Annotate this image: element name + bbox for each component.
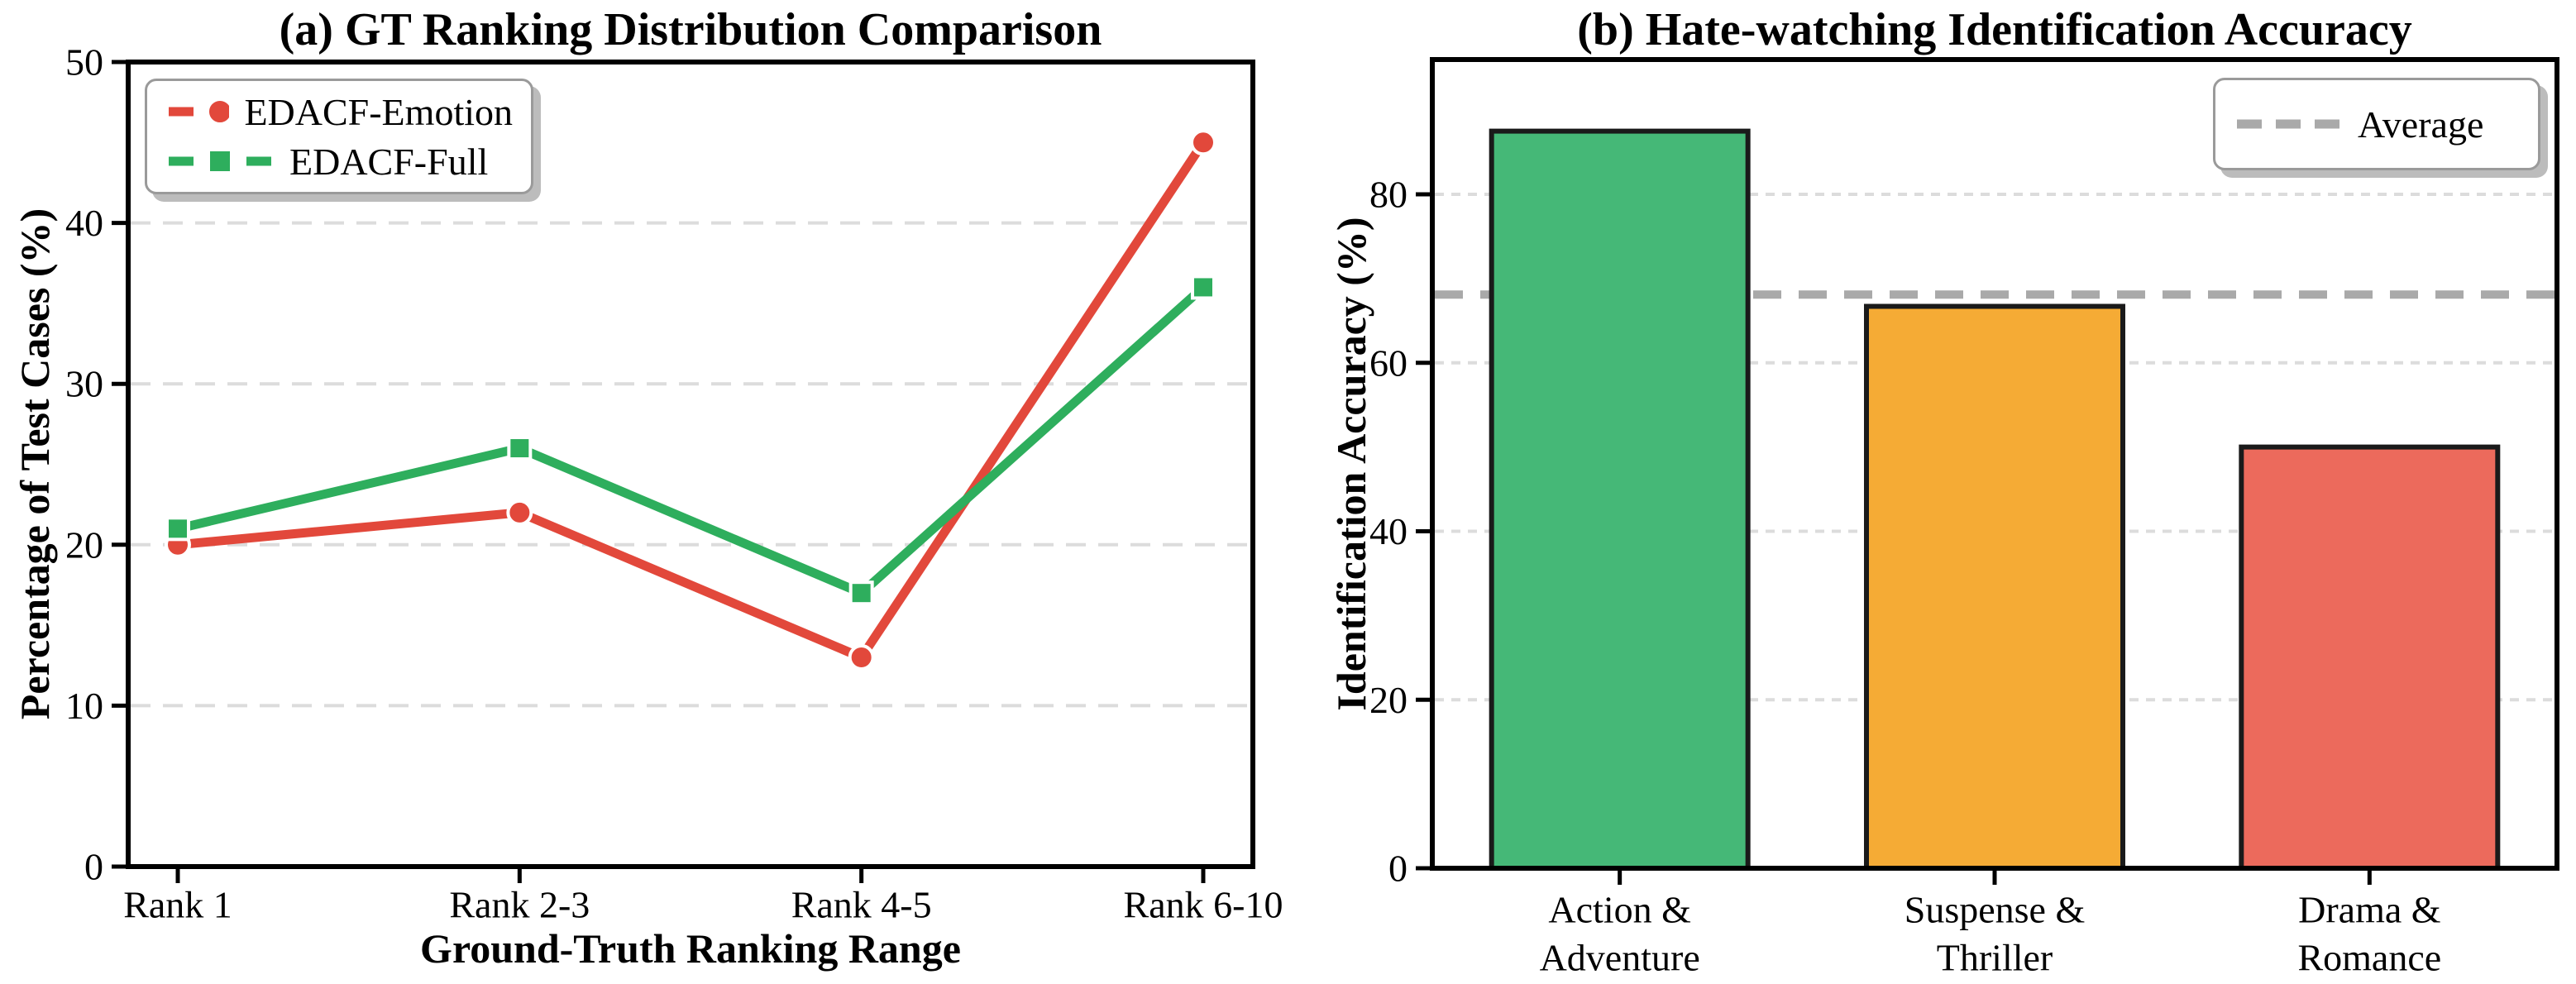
legend-handle-dashed-line-icon [2237,119,2339,129]
marker-square [165,516,190,542]
y-tick-label: 60 [1369,342,1407,384]
legend-label: EDACF-Full [289,140,489,183]
x-tick-label: Suspense & [1905,889,2086,931]
legend-item-edacf-full: EDACF-Full [165,139,513,184]
y-tick-label: 50 [65,41,103,84]
legend-handle-line-square-icon [169,148,271,174]
legend-item-average: Average [2234,101,2520,147]
y-tick-label: 40 [65,202,103,244]
x-tick-label: Drama & [2298,889,2440,931]
x-tick-label: Adventure [1540,937,1700,979]
series-line [177,140,1207,662]
legend-handle-line-circle-icon [169,98,230,126]
bar-drama [2239,444,2501,871]
x-tick-label: Thriller [1937,937,2053,979]
chart-a-title: (a) GT Ranking Distribution Comparison [279,4,1102,55]
x-tick-label: Action & [1548,889,1690,931]
x-tick-label: Rank 1 [123,884,232,926]
chart-a-legend: EDACF-Emotion EDACF-Full [145,79,533,194]
axes-spines [126,60,1255,869]
bar-suspense [1864,303,2125,871]
y-tick-label: 30 [65,363,103,405]
chart-b: 0 20 40 60 80 Action & Adventure Suspense & Thri… [1369,57,2559,979]
legend-marker-square [207,148,233,174]
series-line [176,284,1207,598]
chart-b-ylabel: Identification Accuracy (%) [1328,217,1374,711]
chart-a: 0 10 20 30 40 50 Rank 1 Rank 2-3 Rank 4-5 Rank 6-… [65,41,1283,926]
x-tick-label: Rank 4-5 [791,884,932,926]
legend-marker-circle [206,98,230,126]
marker-circle [506,499,533,526]
chart-a-ylabel: Percentage of Test Cases (%) [12,208,58,720]
chart-b-legend: Average [2213,78,2540,170]
x-tick-label: Romance [2297,937,2441,979]
y-tick-label: 20 [65,523,103,566]
y-tick-label: 0 [84,846,103,888]
y-tick-label: 40 [1369,510,1407,552]
legend-item-edacf-emotion: EDACF-Emotion [165,89,513,134]
marker-circle [1190,129,1216,156]
bar-action [1489,128,1751,871]
chart-b-title: (b) Hate-watching Identification Accurac… [1577,4,2412,55]
x-tick-label: Rank 6-10 [1124,884,1283,926]
line-series-edacf-full [165,275,1216,606]
y-tick-label: 20 [1369,679,1407,721]
marker-square [507,436,533,461]
legend-label: Average [2358,103,2484,146]
marker-circle [848,644,875,671]
chart-a-xlabel: Ground-Truth Ranking Range [420,925,961,972]
marker-square [848,580,874,606]
line-series-edacf-emotion [165,129,1216,671]
y-tick-label: 10 [65,685,103,727]
marker-square [1191,275,1216,300]
y-tick-label: 80 [1369,174,1407,216]
y-tick-label: 0 [1388,848,1407,890]
legend-label: EDACF-Emotion [244,90,513,133]
x-tick-label: Rank 2-3 [449,884,590,926]
